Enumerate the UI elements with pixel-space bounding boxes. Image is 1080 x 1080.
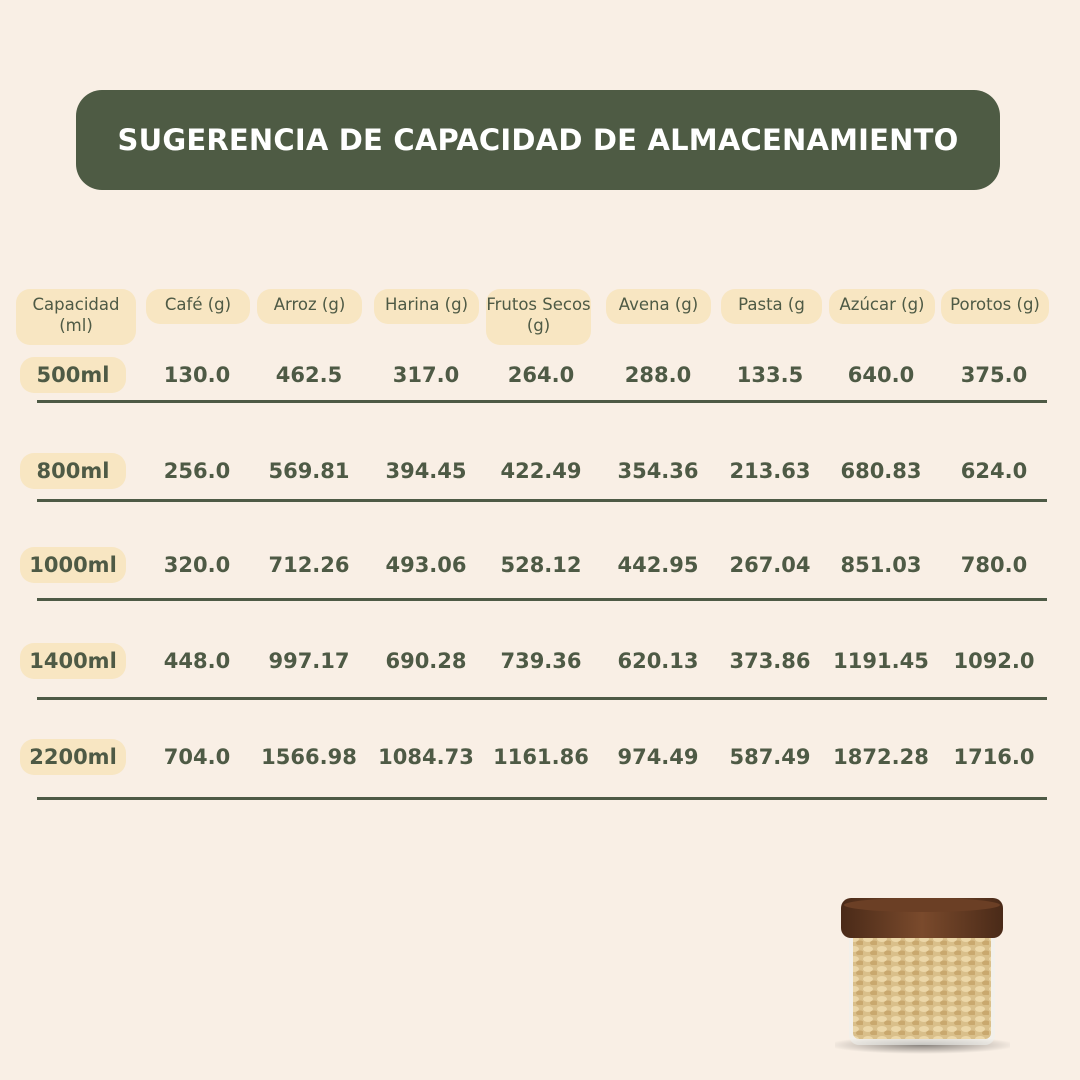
table-cell: 375.0 <box>960 363 1028 387</box>
table-cell: 1161.86 <box>493 745 589 769</box>
column-header: Frutos Secos (g) <box>486 289 591 345</box>
title-banner: SUGERENCIA DE CAPACIDAD DE ALMACENAMIENT… <box>76 90 1000 190</box>
row-divider <box>37 797 1047 800</box>
row-capacity-label: 1000ml <box>20 547 126 583</box>
column-header: Café (g) <box>146 289 250 324</box>
table-cell: 1092.0 <box>953 649 1035 673</box>
row-divider <box>37 499 1047 502</box>
row-capacity-label: 2200ml <box>20 739 126 775</box>
table-cell: 624.0 <box>960 459 1028 483</box>
table-cell: 587.49 <box>729 745 811 769</box>
column-header: Harina (g) <box>374 289 479 324</box>
table-cell: 422.49 <box>500 459 582 483</box>
table-cell: 256.0 <box>163 459 231 483</box>
table-cell: 317.0 <box>392 363 460 387</box>
table-cell: 851.03 <box>840 553 922 577</box>
table-cell: 1872.28 <box>833 745 929 769</box>
row-divider <box>37 400 1047 403</box>
row-capacity-label: 1400ml <box>20 643 126 679</box>
table-cell: 712.26 <box>268 553 350 577</box>
table-cell: 528.12 <box>500 553 582 577</box>
table-cell: 1566.98 <box>261 745 357 769</box>
table-cell: 130.0 <box>163 363 231 387</box>
table-cell: 373.86 <box>729 649 811 673</box>
column-header: Pasta (g <box>721 289 822 324</box>
table-cell: 448.0 <box>163 649 231 673</box>
table-cell: 640.0 <box>847 363 915 387</box>
column-header: Capacidad (ml) <box>16 289 136 345</box>
column-header: Avena (g) <box>606 289 711 324</box>
column-header: Porotos (g) <box>941 289 1049 324</box>
table-cell: 1191.45 <box>833 649 929 673</box>
column-header: Arroz (g) <box>257 289 362 324</box>
table-cell: 267.04 <box>729 553 811 577</box>
table-cell: 264.0 <box>507 363 575 387</box>
table-cell: 569.81 <box>268 459 350 483</box>
table-cell: 680.83 <box>840 459 922 483</box>
table-cell: 780.0 <box>960 553 1028 577</box>
table-cell: 739.36 <box>500 649 582 673</box>
table-cell: 288.0 <box>624 363 692 387</box>
row-divider <box>37 598 1047 601</box>
table-cell: 442.95 <box>617 553 699 577</box>
table-cell: 354.36 <box>617 459 699 483</box>
table-cell: 394.45 <box>385 459 467 483</box>
column-header: Azúcar (g) <box>829 289 935 324</box>
table-cell: 213.63 <box>729 459 811 483</box>
table-cell: 997.17 <box>268 649 350 673</box>
table-cell: 704.0 <box>163 745 231 769</box>
page-title: SUGERENCIA DE CAPACIDAD DE ALMACENAMIENT… <box>117 123 959 157</box>
oat-jar-image <box>835 898 1010 1054</box>
table-cell: 620.13 <box>617 649 699 673</box>
table-cell: 1084.73 <box>378 745 474 769</box>
table-cell: 320.0 <box>163 553 231 577</box>
table-cell: 493.06 <box>385 553 467 577</box>
row-capacity-label: 500ml <box>20 357 126 393</box>
table-cell: 1716.0 <box>953 745 1035 769</box>
table-cell: 974.49 <box>617 745 699 769</box>
row-capacity-label: 800ml <box>20 453 126 489</box>
row-divider <box>37 697 1047 700</box>
table-cell: 133.5 <box>736 363 804 387</box>
table-cell: 690.28 <box>385 649 467 673</box>
table-cell: 462.5 <box>275 363 343 387</box>
